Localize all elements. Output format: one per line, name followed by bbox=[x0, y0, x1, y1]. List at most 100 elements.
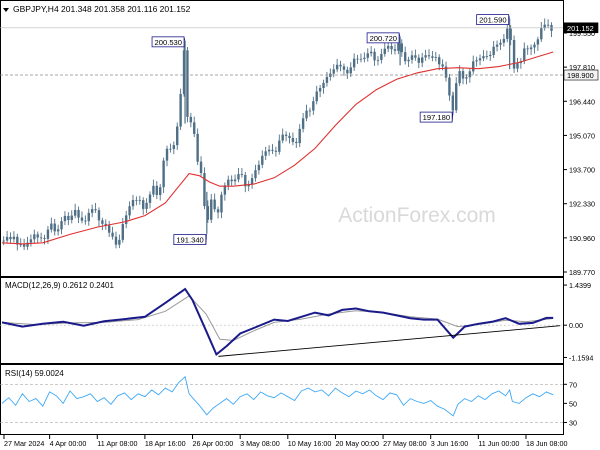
candle-body bbox=[111, 232, 114, 237]
macd-line bbox=[1, 287, 554, 357]
price-axis-tick-label: 199.550 bbox=[569, 29, 595, 38]
candle-body bbox=[60, 221, 63, 230]
candle-body bbox=[346, 69, 349, 74]
candle-body bbox=[135, 199, 138, 201]
candle-body bbox=[536, 39, 540, 45]
candle-body bbox=[278, 140, 281, 152]
rsi-axis-tick-label: 70 bbox=[569, 380, 577, 389]
candle-body bbox=[390, 45, 393, 50]
candle-body bbox=[33, 234, 36, 240]
candle-body bbox=[213, 199, 216, 210]
candle-body bbox=[240, 174, 244, 175]
candle-body bbox=[216, 209, 220, 213]
candle-body bbox=[403, 52, 407, 62]
price-plot: 199.550 197.810 196.440 195.070 193.700 192.3… bbox=[0, 14, 599, 277]
candle-body bbox=[434, 57, 438, 58]
annotation-leader bbox=[451, 111, 454, 123]
macd-axis-tick-label: 0.00 bbox=[569, 321, 583, 330]
x-axis-tick-label: 26 Apr 00:00 bbox=[193, 439, 234, 448]
candle-body bbox=[400, 43, 403, 53]
candle-body bbox=[29, 239, 33, 243]
x-axis-tick-label: 27 May 08:00 bbox=[383, 439, 427, 448]
candle-body bbox=[36, 234, 39, 238]
candle-body bbox=[335, 64, 339, 70]
candle-body bbox=[516, 63, 519, 69]
candle-body bbox=[363, 57, 366, 59]
candle-body bbox=[305, 110, 308, 119]
price-tag-label: 198.900 bbox=[567, 71, 594, 80]
candle-body bbox=[9, 236, 12, 240]
candle-body bbox=[393, 49, 397, 51]
candle-body bbox=[312, 101, 315, 111]
macd-plot: 1.4399 0.00 -1.1594 bbox=[0, 281, 593, 362]
candle-body bbox=[124, 215, 128, 225]
candle-body bbox=[506, 28, 509, 39]
candle-body bbox=[5, 236, 9, 241]
x-axis-tick-label: 18 Jun 08:00 bbox=[526, 439, 568, 448]
candle-body bbox=[53, 223, 56, 232]
price-axis-tick-label: 192.330 bbox=[569, 200, 595, 209]
rsi-title: RSI(14) 59.0024 bbox=[5, 369, 64, 378]
candle-body bbox=[196, 133, 199, 162]
candle-body bbox=[128, 206, 131, 216]
macd-axis-tick-label: 1.4399 bbox=[569, 281, 591, 290]
annotation-leader bbox=[398, 32, 401, 37]
candle-body bbox=[63, 215, 67, 222]
candle-body bbox=[80, 217, 84, 221]
candle-body bbox=[257, 164, 261, 171]
annotation-box bbox=[419, 111, 453, 123]
candle-body bbox=[182, 50, 186, 94]
candle-body bbox=[19, 244, 22, 246]
candle-body bbox=[352, 58, 356, 68]
candle-body bbox=[478, 58, 482, 61]
candle-body bbox=[315, 91, 318, 102]
candle-body bbox=[203, 173, 206, 207]
annotation-box bbox=[366, 32, 400, 44]
candle-body bbox=[482, 56, 485, 59]
candle-body bbox=[376, 59, 380, 61]
candle-body bbox=[87, 212, 90, 222]
candle-body bbox=[206, 206, 210, 220]
candle-body bbox=[380, 53, 383, 60]
annotation-leader bbox=[508, 14, 510, 19]
candle-body bbox=[152, 185, 155, 195]
candle-body bbox=[339, 64, 342, 67]
candle-body bbox=[444, 66, 448, 78]
candle-body bbox=[247, 184, 250, 187]
candle-body bbox=[397, 43, 400, 51]
candle-body bbox=[495, 44, 499, 47]
price-axis-tick-label: 190.960 bbox=[569, 234, 595, 243]
x-axis-tick-label: 10 May 16:00 bbox=[288, 439, 332, 448]
candle-body bbox=[12, 236, 16, 240]
candle-body bbox=[267, 149, 271, 152]
candle-body bbox=[465, 77, 468, 79]
macd-trendline bbox=[218, 325, 561, 357]
candle-body bbox=[230, 179, 233, 182]
candle-body bbox=[165, 148, 169, 161]
candle-body bbox=[107, 225, 111, 233]
candle-body bbox=[499, 42, 502, 45]
x-axis: 27 Mar 2024 4 Apr 00:00 11 Apr 08:00 18 Apr… bbox=[3, 435, 568, 448]
candle-body bbox=[237, 174, 240, 180]
price-tag-level bbox=[563, 69, 599, 81]
candle-body bbox=[546, 24, 550, 26]
candle-body bbox=[492, 46, 495, 55]
candle-body bbox=[523, 48, 526, 62]
candle-body bbox=[186, 50, 189, 117]
candle-body bbox=[533, 44, 536, 48]
candle-body bbox=[424, 55, 427, 58]
candle-body bbox=[386, 45, 390, 49]
annotation-label: 201.590 bbox=[479, 16, 506, 25]
rsi-axis-tick-label: 30 bbox=[569, 418, 577, 427]
title-bar: GBPJPY,H4 201.348 201.358 201.116 201.15… bbox=[3, 4, 191, 14]
annotation-leader bbox=[183, 36, 186, 41]
candle-body bbox=[250, 178, 254, 185]
candle-body bbox=[210, 199, 213, 220]
candle-body bbox=[22, 244, 26, 247]
price-axis-tick-label: 189.770 bbox=[569, 268, 595, 277]
candle-body bbox=[359, 58, 363, 60]
watermark: ActionForex.com bbox=[338, 204, 496, 227]
candle-body bbox=[322, 82, 325, 88]
candle-body bbox=[189, 116, 193, 123]
candle-body bbox=[199, 161, 203, 174]
